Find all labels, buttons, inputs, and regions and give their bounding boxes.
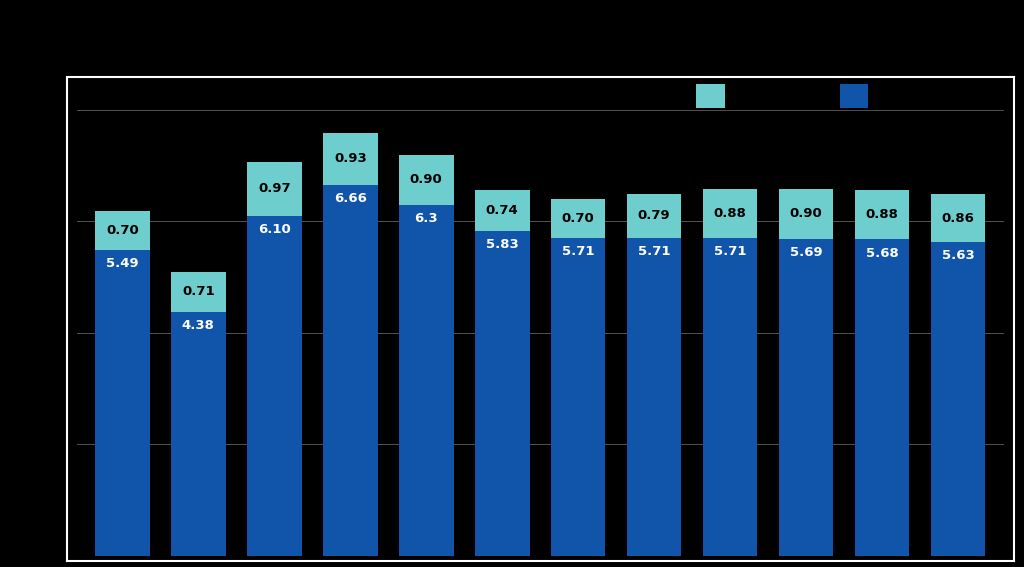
Text: 0.90: 0.90 <box>410 173 442 186</box>
Text: 6.66: 6.66 <box>334 192 367 205</box>
Text: 0.70: 0.70 <box>106 224 138 237</box>
Bar <box>931 194 985 242</box>
Bar <box>696 84 725 108</box>
Bar <box>95 250 150 556</box>
Text: 4.38: 4.38 <box>182 319 215 332</box>
Bar <box>702 238 758 556</box>
Bar <box>323 185 378 556</box>
Bar <box>778 239 834 556</box>
Bar <box>171 272 225 312</box>
Bar <box>475 190 529 231</box>
Bar <box>95 211 150 250</box>
Text: 5.63: 5.63 <box>942 249 974 263</box>
Bar <box>247 216 302 556</box>
Text: 5.49: 5.49 <box>106 257 138 270</box>
Bar <box>840 84 868 108</box>
Text: 0.79: 0.79 <box>638 209 671 222</box>
Text: 6.10: 6.10 <box>258 223 291 236</box>
Text: 0.88: 0.88 <box>865 208 898 221</box>
Bar <box>399 155 454 205</box>
Text: 5.68: 5.68 <box>865 247 898 260</box>
Bar <box>247 162 302 216</box>
Bar <box>855 239 909 556</box>
Text: 0.71: 0.71 <box>182 285 215 298</box>
Bar <box>551 238 605 556</box>
Text: 0.97: 0.97 <box>258 183 291 196</box>
Bar <box>551 198 605 238</box>
Text: 0.86: 0.86 <box>941 211 975 225</box>
Text: 0.88: 0.88 <box>714 206 746 219</box>
Bar <box>778 189 834 239</box>
Bar <box>702 189 758 238</box>
Text: 6.3: 6.3 <box>415 212 438 225</box>
Bar <box>627 238 681 556</box>
Text: 0.90: 0.90 <box>790 207 822 220</box>
Bar <box>931 242 985 556</box>
Text: Annual pace of home sales, by quarter: Annual pace of home sales, by quarter <box>227 24 797 52</box>
Bar <box>627 193 681 238</box>
Text: 5.83: 5.83 <box>485 238 518 251</box>
Text: 0.74: 0.74 <box>485 204 518 217</box>
Bar <box>475 231 529 556</box>
Text: 0.70: 0.70 <box>562 211 595 225</box>
Bar <box>399 205 454 556</box>
Bar <box>171 312 225 556</box>
Text: 5.69: 5.69 <box>790 246 822 259</box>
Text: 0.93: 0.93 <box>334 153 367 166</box>
Bar <box>323 133 378 185</box>
Text: 5.71: 5.71 <box>562 245 594 258</box>
Bar <box>855 191 909 239</box>
Text: 5.71: 5.71 <box>638 245 671 258</box>
Text: 5.71: 5.71 <box>714 245 746 258</box>
